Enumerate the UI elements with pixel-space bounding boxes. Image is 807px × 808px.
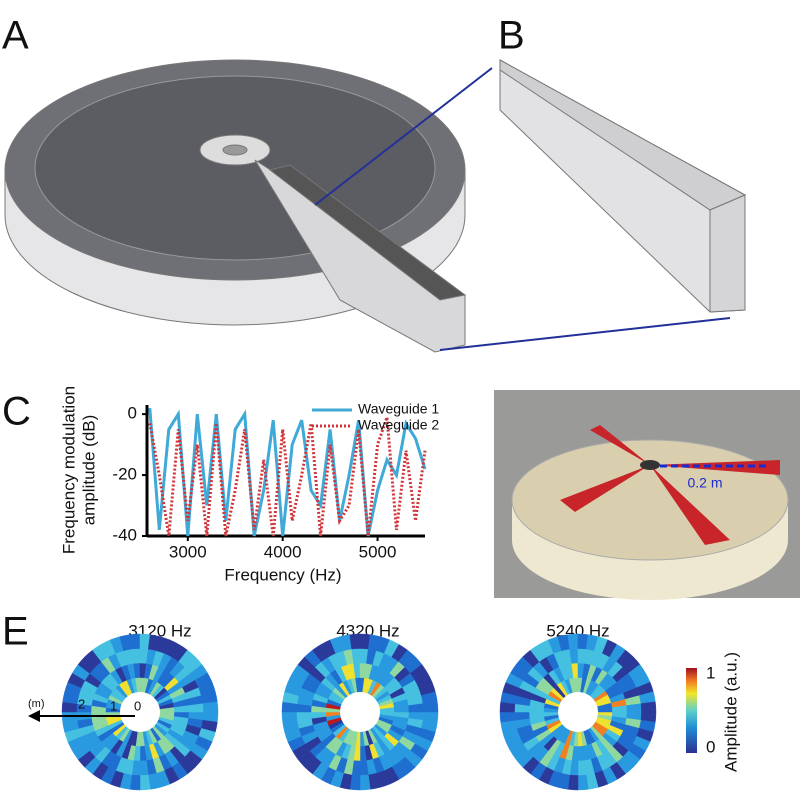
map-cell: [61, 711, 78, 723]
panel-label: E: [2, 610, 29, 654]
panel-label: A: [2, 14, 29, 58]
scale-label: 0.2 m: [687, 475, 722, 491]
map-cell: [129, 633, 141, 650]
map-cell: [202, 701, 219, 713]
legend-label: Waveguide 1: [358, 401, 439, 417]
zoom-line: [439, 317, 731, 351]
series-line: [148, 407, 427, 537]
panel-label: B: [498, 14, 525, 58]
axis-unit: (m): [28, 698, 45, 710]
axis-tick: 2: [78, 696, 85, 711]
axis-tick: 0: [134, 698, 141, 713]
map-cell: [422, 701, 439, 713]
colorbar-label: Amplitude (a.u.): [721, 652, 740, 772]
colorbar-min: 0: [706, 737, 715, 756]
chart: Frequency modulation amplitude (dB) Freq…: [59, 386, 439, 585]
map-cell: [359, 774, 371, 791]
map-cell: [499, 711, 516, 723]
photo: 0.2 m: [494, 390, 800, 600]
x-axis-label: Frequency (Hz): [224, 565, 341, 584]
disk-render: [4, 59, 467, 353]
colorbar: [686, 668, 697, 753]
map-hole: [120, 692, 160, 732]
map-cell: [640, 701, 657, 713]
maps: 3120 Hz 4320 Hz 5240 Hz: [61, 621, 657, 791]
map-hole: [340, 692, 380, 732]
panel-label: C: [2, 390, 31, 434]
x-tick-label: 4000: [264, 542, 302, 561]
y-tick-label: -40: [112, 525, 137, 544]
map-cell: [139, 774, 151, 791]
map-cell: [349, 633, 361, 650]
y-tick-label: -20: [112, 465, 137, 484]
series-line: [148, 416, 427, 537]
colorbar-max: 1: [706, 663, 715, 682]
legend-label: Waveguide 2: [358, 417, 439, 433]
y-tick-label: 0: [128, 404, 137, 423]
map-cell: [281, 711, 298, 723]
y-axis-label: amplitude (dB): [79, 415, 98, 526]
zoom-line: [314, 67, 493, 206]
waveguide-render: [499, 59, 747, 313]
x-tick-label: 5000: [359, 542, 397, 561]
map-cell: [577, 774, 589, 791]
x-tick-label: 3000: [169, 542, 207, 561]
map-cell: [567, 633, 579, 650]
axis-tick: 1: [110, 698, 117, 713]
y-axis-label: Frequency modulation: [59, 386, 78, 554]
map-axis: (m) 2 1 0: [28, 696, 141, 722]
map-hole: [558, 692, 598, 732]
